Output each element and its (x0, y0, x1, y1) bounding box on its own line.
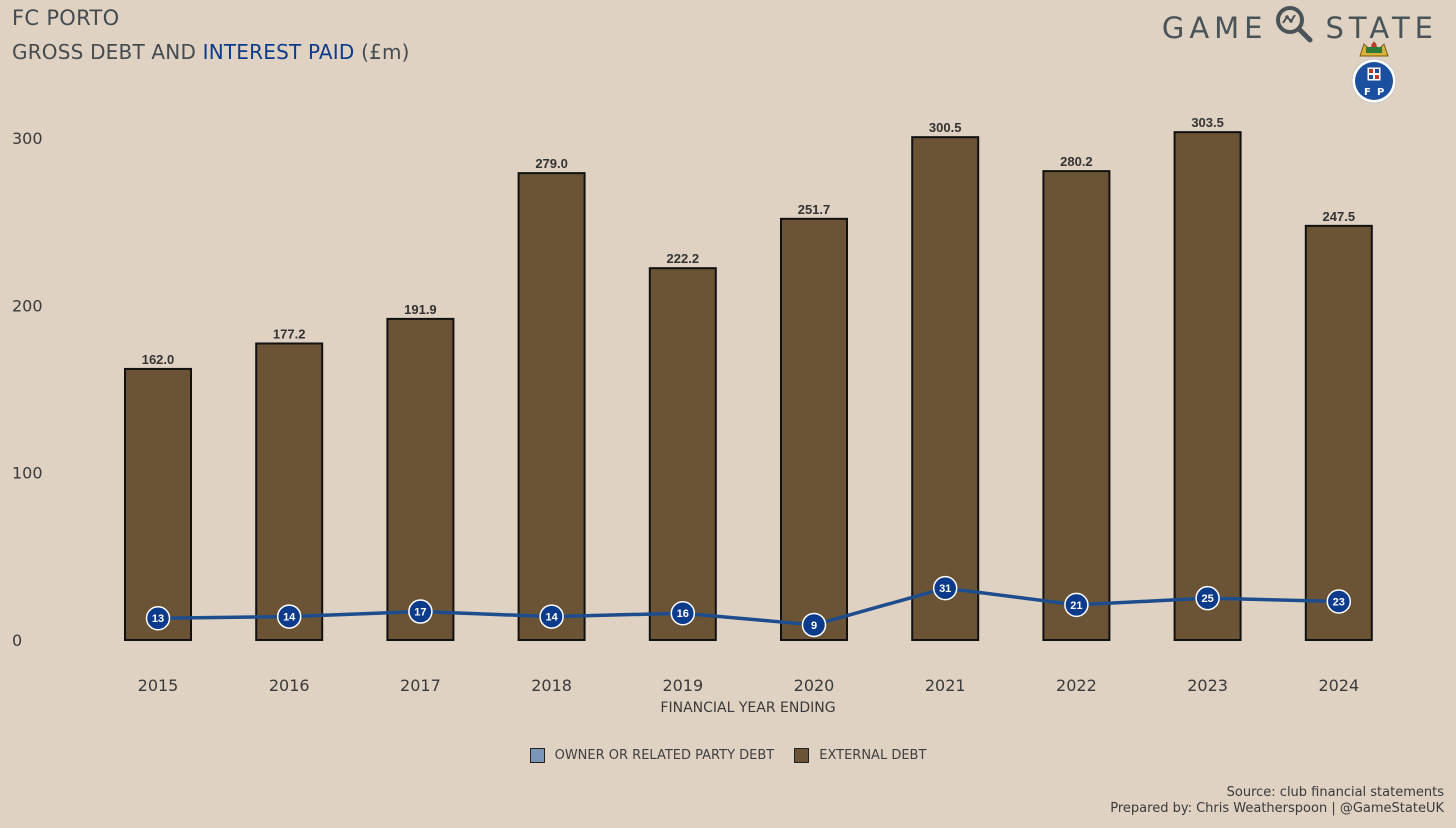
svg-text:P: P (1377, 87, 1384, 98)
y-tick-label: 300 (12, 129, 43, 148)
interest-paid-label: 9 (811, 620, 817, 632)
external-debt-bar (386, 317, 455, 641)
x-tick-label: 2015 (138, 676, 179, 695)
x-tick-label: 2017 (400, 676, 441, 695)
subtitle-accent: INTEREST PAID (202, 40, 355, 64)
x-tick-label: 2018 (531, 676, 572, 695)
subtitle-part-2: (£m) (354, 40, 410, 64)
interest-paid-label: 25 (1201, 593, 1213, 605)
external-debt-bar (1042, 170, 1111, 642)
x-tick-label: 2024 (1318, 676, 1359, 695)
footer: Source: club financial statements Prepar… (1110, 785, 1444, 817)
y-tick-label: 100 (12, 464, 43, 483)
interest-paid-point (276, 604, 302, 629)
legend: OWNER OR RELATED PARTY DEBT EXTERNAL DEB… (0, 748, 1456, 763)
legend-item-external-debt: EXTERNAL DEBT (794, 748, 926, 763)
x-tick-label: 2020 (794, 676, 835, 695)
interest-paid-point (1064, 592, 1089, 618)
interest-paid-line (157, 586, 1339, 627)
bar-value-label: 162.0 (142, 352, 175, 367)
brand-right-text: STATE (1325, 10, 1438, 45)
chart-title: FC PORTO (12, 6, 120, 30)
interest-paid-point (670, 600, 696, 626)
y-tick-label: 0 (12, 631, 22, 650)
magnifier-icon (1274, 4, 1314, 51)
external-debt-bar (517, 172, 586, 641)
bar-value-label: 280.2 (1060, 154, 1093, 169)
external-debt-bar (648, 267, 717, 641)
interest-paid-point (932, 575, 958, 601)
external-debt-bar (1173, 131, 1242, 641)
bar-value-label: 303.5 (1191, 115, 1224, 130)
interest-paid-label: 16 (677, 608, 689, 620)
brand-left-text: GAME (1161, 10, 1268, 45)
interest-paid-label: 23 (1333, 597, 1345, 609)
external-debt-bar (1304, 224, 1373, 641)
source-note: Source: club financial statements (1226, 785, 1444, 800)
prepared-by-note: Prepared by: Chris Weatherspoon | @GameS… (1110, 801, 1444, 816)
legend-swatch-owner-debt (529, 748, 545, 763)
external-debt-bar (911, 136, 980, 641)
interest-paid-label: 14 (283, 612, 296, 624)
legend-label-external-debt: EXTERNAL DEBT (819, 748, 927, 763)
club-crest-icon: F P (1346, 40, 1402, 111)
interest-paid-point (1326, 589, 1352, 614)
external-debt-bar (124, 367, 192, 641)
bar-value-label: 251.7 (798, 202, 831, 217)
interest-paid-label: 31 (939, 583, 951, 595)
svg-text:F: F (1364, 87, 1371, 98)
legend-label-owner-debt: OWNER OR RELATED PARTY DEBT (554, 748, 775, 763)
x-tick-label: 2016 (269, 676, 310, 695)
interest-paid-point (1195, 585, 1220, 611)
interest-paid-label: 14 (545, 612, 558, 624)
x-tick-label: 2023 (1187, 676, 1228, 695)
x-tick-label: 2019 (662, 676, 703, 695)
interest-paid-point (539, 604, 564, 629)
x-tick-label: 2022 (1056, 676, 1097, 695)
bar-value-label: 300.5 (929, 120, 962, 135)
external-debt-bar (780, 217, 848, 642)
y-tick-label: 200 (12, 296, 43, 315)
interest-paid-label: 17 (414, 607, 426, 619)
legend-swatch-external-debt (794, 748, 810, 763)
subtitle-part-1: GROSS DEBT AND (12, 40, 203, 64)
interest-paid-label: 13 (152, 613, 164, 625)
bar-value-label: 279.0 (535, 156, 568, 171)
bar-value-label: 247.5 (1323, 209, 1356, 224)
bar-value-label: 191.9 (404, 302, 437, 317)
bar-value-label: 222.2 (667, 251, 700, 266)
interest-paid-point (145, 605, 171, 631)
brand-logo: GAME STATE (1162, 4, 1438, 51)
interest-paid-point (408, 599, 433, 624)
interest-paid-point (801, 612, 827, 638)
x-tick-label: 2021 (925, 676, 966, 695)
external-debt-bar (255, 342, 324, 641)
interest-paid-label: 21 (1070, 600, 1082, 612)
chart-subtitle: GROSS DEBT AND INTEREST PAID (£m) (12, 40, 410, 64)
x-axis-title: FINANCIAL YEAR ENDING (660, 700, 835, 716)
legend-item-owner-debt: OWNER OR RELATED PARTY DEBT (529, 748, 775, 763)
bar-value-label: 177.2 (273, 326, 306, 341)
